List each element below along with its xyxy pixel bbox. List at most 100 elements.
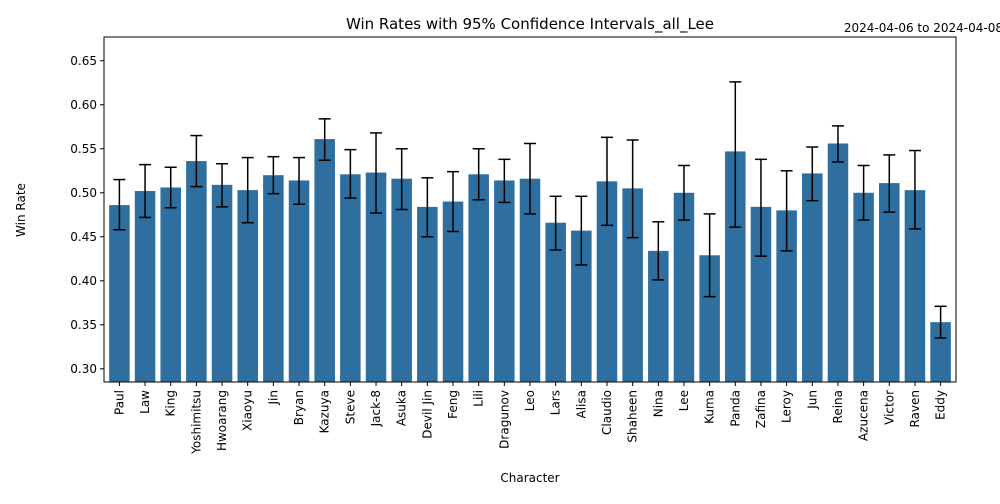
x-tick-label: Jin <box>266 390 280 405</box>
y-tick-label: 0.60 <box>70 98 97 112</box>
errorbar-lee <box>677 164 690 221</box>
y-tick-label: 0.50 <box>70 186 97 200</box>
errorbar-devil-jin <box>421 177 434 238</box>
errorbar-lili <box>472 148 485 201</box>
errorbar-kuma <box>703 213 716 298</box>
x-tick-label: Claudio <box>600 390 614 435</box>
x-axis: Paul Law King Yoshimitsu Hwoarang Xiaoyu Jin Br… <box>112 382 948 455</box>
bar-claudio <box>596 181 618 382</box>
y-tick-label: 0.30 <box>70 362 97 376</box>
y-tick-label: 0.65 <box>70 54 97 68</box>
x-tick-label: Hwoarang <box>215 390 229 451</box>
x-tick-label: Dragunov <box>497 390 511 449</box>
bar-zafina <box>750 206 772 382</box>
bar-kuma <box>699 255 720 382</box>
bar-hwoarang <box>211 184 233 382</box>
x-tick-label: Alisa <box>574 390 588 418</box>
errorbar-victor <box>883 154 896 213</box>
errorbar-kazuya <box>318 118 331 161</box>
errorbar-king <box>164 166 177 209</box>
x-tick-label: Asuka <box>395 390 409 426</box>
errorbar-bryan <box>293 156 306 205</box>
errorbar-hwoarang <box>216 162 229 208</box>
bars-layer <box>109 139 951 382</box>
x-tick-label: Victor <box>882 390 896 425</box>
errorbar-shaheen <box>626 139 639 239</box>
bar-yoshimitsu <box>186 161 207 382</box>
errorbar-lars <box>549 195 562 251</box>
x-tick-label: Lars <box>549 390 563 415</box>
errorbar-xiaoyu <box>241 156 254 224</box>
bar-feng <box>442 201 464 382</box>
bar-nina <box>648 250 669 382</box>
bar-alisa <box>571 230 592 382</box>
y-axis-title: Win Rate <box>14 183 28 237</box>
bar-shaheen <box>622 188 643 382</box>
bar-devil-jin <box>417 206 438 382</box>
errorbar-nina <box>652 221 665 281</box>
bar-victor <box>879 183 900 382</box>
y-tick-label: 0.55 <box>70 142 97 156</box>
bar-raven <box>904 190 926 382</box>
x-tick-label: Leroy <box>780 390 794 423</box>
bar-leo <box>519 178 541 382</box>
x-tick-label: Nina <box>651 390 665 417</box>
x-tick-label: Azucena <box>857 390 871 441</box>
x-tick-label: Zafina <box>754 390 768 428</box>
plot-frame <box>103 36 957 383</box>
errorbar-panda <box>729 81 742 228</box>
bar-dragunov <box>494 180 515 382</box>
errorbar-jack-8 <box>370 132 383 214</box>
y-tick-label: 0.45 <box>70 230 97 244</box>
errorbar-leo <box>524 142 536 215</box>
x-tick-label: Bryan <box>292 390 306 425</box>
x-tick-label: Reina <box>831 390 845 423</box>
errorbar-claudio <box>600 136 613 227</box>
errorbar-alisa <box>575 195 588 266</box>
errorbar-asuka <box>395 148 408 211</box>
x-tick-label: Law <box>138 390 152 414</box>
x-tick-label: Eddy <box>934 390 948 420</box>
bar-reina <box>827 143 849 382</box>
x-tick-label: Raven <box>908 390 922 428</box>
errorbar-zafina <box>754 158 767 257</box>
bar-lili <box>468 174 489 382</box>
bar-steve <box>340 174 361 382</box>
x-tick-label: Xiaoyu <box>241 390 255 431</box>
bar-king <box>160 187 181 382</box>
bar-jun <box>802 173 823 382</box>
bar-leroy <box>776 210 797 382</box>
bar-azucena <box>853 192 874 382</box>
x-axis-title: Character <box>500 471 559 485</box>
x-tick-label: Lili <box>472 390 486 407</box>
y-axis: 0.30 0.35 0.40 0.45 0.50 0.55 0.60 0.65 <box>70 54 104 376</box>
x-tick-label: Paul <box>112 390 126 415</box>
x-tick-label: Lee <box>677 390 691 411</box>
errorbar-eddy <box>934 305 947 339</box>
bar-lars <box>545 222 566 382</box>
errorbar-paul <box>113 178 126 231</box>
errorbar-jin <box>267 155 280 195</box>
errorbar-steve <box>344 148 357 199</box>
date-range-label: 2024-04-06 to 2024-04-08 <box>844 21 1000 35</box>
bar-jin <box>263 175 284 382</box>
x-tick-label: Kuma <box>703 390 717 424</box>
errorbar-leroy <box>780 170 793 252</box>
errorbar-reina <box>831 125 844 163</box>
errorbar-raven <box>908 149 921 230</box>
x-tick-label: Shaheen <box>626 390 640 443</box>
bar-asuka <box>391 178 412 382</box>
x-tick-label: Leo <box>523 390 537 411</box>
bar-bryan <box>288 180 310 382</box>
x-tick-label: Devil Jin <box>420 390 434 439</box>
x-tick-label: Yoshimitsu <box>189 390 203 455</box>
bar-panda <box>725 151 746 382</box>
errorbars-layer <box>113 81 947 339</box>
x-tick-label: Feng <box>446 390 460 419</box>
errorbar-dragunov <box>498 158 511 204</box>
bar-eddy <box>930 322 951 382</box>
chart-title: Win Rates with 95% Confidence Intervals_… <box>346 15 714 34</box>
bar-kazuya <box>314 139 335 382</box>
x-tick-label: Kazuya <box>318 390 332 433</box>
